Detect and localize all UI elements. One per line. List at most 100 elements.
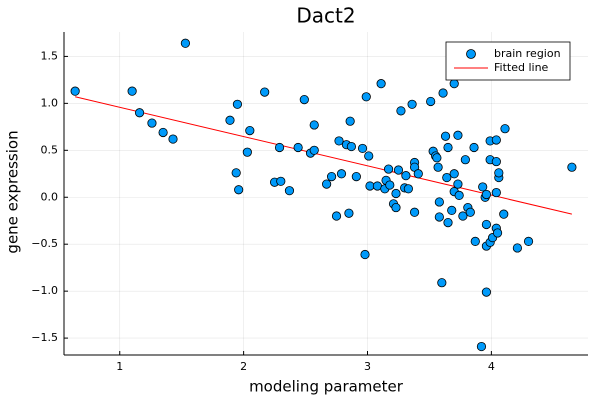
axes (63, 32, 588, 356)
data-point (478, 182, 488, 192)
data-point (364, 151, 374, 161)
data-point (434, 212, 444, 222)
data-point (309, 145, 319, 155)
data-point (460, 155, 470, 165)
data-point (322, 179, 332, 189)
data-point (242, 147, 252, 157)
data-point (433, 162, 443, 172)
data-point (351, 171, 361, 182)
data-point (432, 153, 442, 163)
data-point (393, 165, 404, 175)
data-point (437, 278, 447, 288)
data-point (407, 99, 417, 109)
data-point (345, 116, 355, 126)
data-point (443, 218, 453, 228)
data-point (396, 106, 406, 116)
data-point (276, 176, 286, 186)
y-axis-label: gene expression (4, 130, 22, 253)
data-point (470, 236, 480, 246)
data-point (357, 143, 368, 154)
data-point (70, 86, 80, 96)
data-point (481, 219, 492, 230)
legend-label-brain-region: brain region (494, 47, 561, 60)
data-point (465, 207, 475, 217)
data-point (293, 142, 303, 153)
x-tick-label: 4 (488, 360, 495, 373)
data-point (499, 209, 509, 219)
data-point (245, 125, 255, 136)
data-point (401, 171, 411, 181)
data-point (449, 169, 459, 179)
data-point (147, 118, 157, 128)
y-tick-label: 1.0 (41, 96, 59, 109)
y-tick-label: 1.5 (41, 49, 59, 62)
data-point (491, 135, 501, 145)
data-point (500, 124, 510, 134)
data-point (476, 341, 487, 352)
data-point (458, 211, 468, 221)
data-point (447, 205, 457, 216)
x-axis-label: modeling parameter (249, 378, 404, 396)
data-point (180, 38, 190, 48)
data-point (344, 208, 354, 218)
data-point (434, 197, 444, 207)
data-point (260, 87, 270, 97)
data-point (413, 169, 423, 179)
x-tick-label: 1 (116, 360, 123, 373)
data-point (494, 168, 504, 178)
data-point (284, 186, 295, 196)
data-point (391, 202, 401, 213)
data-point (442, 172, 452, 183)
data-point (376, 79, 386, 89)
data-point (481, 189, 492, 200)
data-point (334, 136, 344, 146)
legend-marker-brain-region (466, 49, 476, 59)
data-point (385, 180, 395, 190)
y-tick-label: 0.0 (41, 190, 59, 203)
y-tick-label: 0.5 (41, 143, 59, 156)
data-point (309, 120, 319, 130)
data-point (567, 162, 577, 172)
data-point (523, 236, 534, 246)
data-point (426, 96, 436, 107)
data-point (336, 169, 347, 179)
legend-label-fitted-line: Fitted line (494, 61, 549, 74)
data-point (232, 99, 243, 109)
data-point (360, 249, 370, 260)
legend: brain region Fitted line (445, 41, 571, 81)
data-point (326, 171, 337, 182)
data-point (453, 130, 463, 140)
data-point (440, 131, 451, 141)
data-point (409, 207, 420, 217)
x-tick-label: 2 (240, 360, 247, 373)
data-point (454, 190, 464, 200)
ticks: 1 2 3 4 1.5 1.0 0.5 0.0 −0.5 −1.0 −1.5 (31, 49, 495, 373)
data-point (158, 127, 168, 138)
data-point (491, 187, 501, 198)
y-tick-label: −0.5 (31, 237, 58, 250)
data-point (438, 88, 448, 98)
y-tick-label: −1.0 (31, 284, 58, 297)
chart-title: Dact2 (296, 4, 355, 28)
data-point (127, 86, 137, 96)
data-point (225, 115, 235, 125)
x-tick-label: 3 (364, 360, 371, 373)
data-point (481, 287, 492, 297)
data-point (512, 243, 522, 253)
legend-box (445, 41, 571, 81)
data-point (168, 134, 178, 144)
data-point (469, 142, 479, 153)
y-tick-label: −1.5 (31, 331, 58, 344)
data-point (346, 141, 356, 152)
data-point (391, 188, 401, 199)
scatter-points (70, 38, 577, 352)
data-point (231, 168, 241, 178)
data-point (331, 211, 342, 221)
data-point (491, 156, 501, 167)
data-point (234, 185, 244, 195)
data-point (449, 79, 459, 89)
data-point (361, 92, 371, 102)
data-point (299, 95, 309, 105)
gridlines (64, 32, 588, 355)
